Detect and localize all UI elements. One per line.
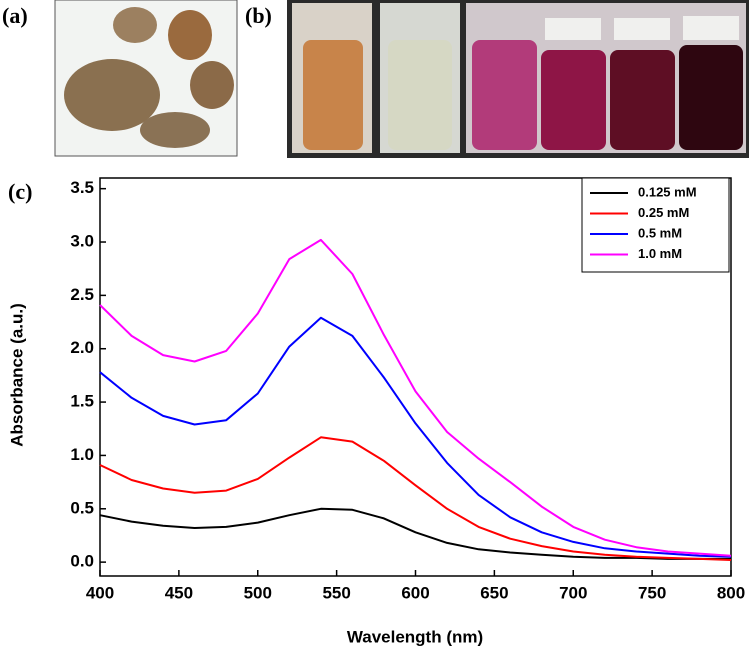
vial xyxy=(541,50,606,150)
y-tick-label: 2.5 xyxy=(70,285,94,304)
x-tick-label: 600 xyxy=(401,583,429,602)
legend-label: 0.125 mM xyxy=(638,184,697,199)
y-tick-label: 3.5 xyxy=(70,178,94,197)
x-tick-label: 450 xyxy=(165,583,193,602)
shape xyxy=(190,61,234,109)
x-tick-label: 400 xyxy=(86,583,114,602)
y-axis-label: Absorbance (a.u.) xyxy=(7,303,26,447)
x-tick-label: 800 xyxy=(717,583,745,602)
y-tick-label: 2.0 xyxy=(70,338,94,357)
figure: (a) (b) (c) Wavelength (nm) Absorbance (… xyxy=(0,0,749,653)
x-tick-label: 650 xyxy=(480,583,508,602)
shape xyxy=(140,112,210,148)
x-tick-label: 550 xyxy=(322,583,350,602)
x-tick-label: 750 xyxy=(638,583,666,602)
y-tick-label: 1.0 xyxy=(70,445,94,464)
cap xyxy=(683,16,739,40)
legend-label: 1.0 mM xyxy=(638,246,682,261)
series-line xyxy=(100,240,731,556)
photo-a xyxy=(55,0,237,156)
photo-b xyxy=(287,0,749,158)
legend-label: 0.25 mM xyxy=(638,205,689,220)
series-line xyxy=(100,437,731,560)
y-tick-label: 3.0 xyxy=(70,232,94,251)
vial xyxy=(303,40,363,150)
cap xyxy=(614,18,670,40)
x-tick-label: 500 xyxy=(244,583,272,602)
x-tick-label: 700 xyxy=(559,583,587,602)
shape xyxy=(64,59,160,131)
x-axis-label: Wavelength (nm) xyxy=(347,627,483,646)
vial xyxy=(610,50,675,150)
panel-label: (b) xyxy=(245,3,272,28)
y-tick-label: 1.5 xyxy=(70,392,94,411)
legend-label: 0.5 mM xyxy=(638,225,682,240)
y-tick-label: 0.0 xyxy=(70,552,94,571)
cap xyxy=(545,18,601,40)
y-tick-label: 0.5 xyxy=(70,498,94,517)
shape xyxy=(113,7,157,43)
vial xyxy=(388,40,452,150)
panel-label: (a) xyxy=(2,3,28,28)
vial xyxy=(472,40,537,150)
panel-label: (c) xyxy=(8,179,32,204)
series-line xyxy=(100,318,731,557)
shape xyxy=(168,10,212,60)
vial xyxy=(679,45,743,150)
